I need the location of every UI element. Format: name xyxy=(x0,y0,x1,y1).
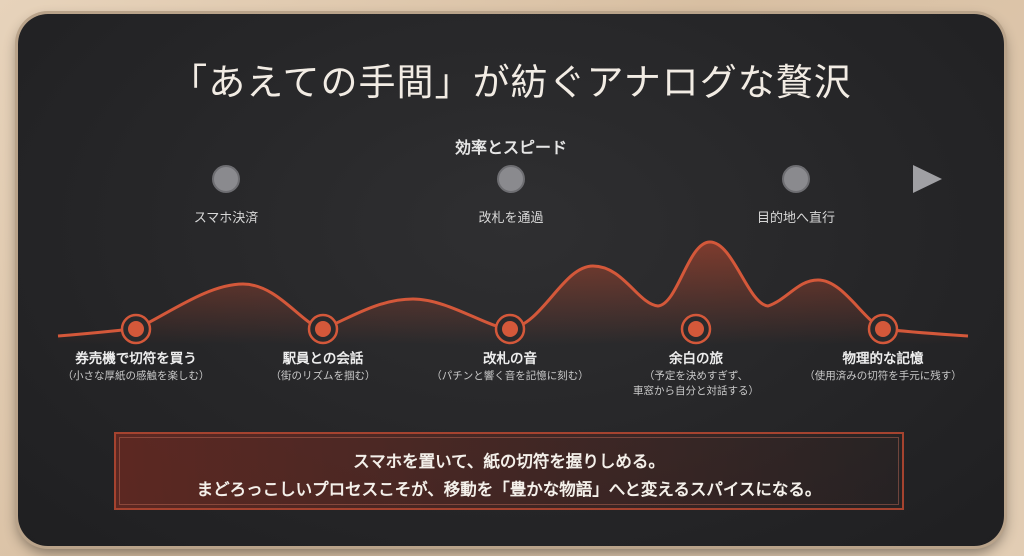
message-line-2: まどろっこしいプロセスこそが、移動を「豊かな物語」へと変えるスパイスになる。 xyxy=(196,480,822,499)
axis-stop-node-2 xyxy=(497,165,525,193)
experience-label-1: 券売機で切符を買う xyxy=(75,351,197,367)
experience-wave-line xyxy=(57,240,969,338)
axis-stop-label-3: 目的地へ直行 xyxy=(756,211,836,226)
experience-sub-3: （パチンと響く音を記憶に刻む） xyxy=(431,370,589,382)
speed-axis-caption: 効率とスピード xyxy=(454,138,568,157)
diagram-graphics xyxy=(57,165,969,345)
experience-label-3: 改札の音 xyxy=(483,351,537,367)
message-box: スマホを置いて、紙の切符を握りしめる。 まどろっこしいプロセスこそが、移動を「豊… xyxy=(114,432,904,510)
axis-stop-label-2: 改札を通過 xyxy=(478,211,544,226)
experience-label-2: 駅員との会話 xyxy=(282,351,364,367)
experience-wave-fill xyxy=(58,242,968,344)
experience-sub-4: （予定を決めすぎず、 xyxy=(643,370,749,382)
experience-node-5 xyxy=(867,313,899,345)
axis-stop-label-1: スマホ決済 xyxy=(193,211,259,226)
axis-stop-node-3 xyxy=(782,165,810,193)
experience-label-5: 物理的な記憶 xyxy=(842,351,924,367)
message-line-1: スマホを置いて、紙の切符を握りしめる。 xyxy=(353,452,665,471)
experience-sub-4-line2: 車窓から自分と対話する） xyxy=(633,385,759,397)
page-title: 「あえての手間」が紡ぐアナログな贅沢 xyxy=(170,61,852,104)
diagram-board: 「あえての手間」が紡ぐアナログな贅沢 効率とスピード スマホ決済 改札を通過 目… xyxy=(18,14,1004,546)
experience-label-4: 余白の旅 xyxy=(669,351,723,367)
experience-node-2 xyxy=(307,313,339,345)
experience-node-4 xyxy=(680,313,712,345)
speed-axis-arrowhead xyxy=(913,165,942,193)
experience-sub-5: （使用済みの切符を手元に残す） xyxy=(804,370,962,382)
experience-sub-2: （街のリズムを掴む） xyxy=(270,370,376,382)
experience-node-3 xyxy=(494,313,526,345)
axis-stop-node-1 xyxy=(212,165,240,193)
experience-node-1 xyxy=(120,313,152,345)
experience-sub-1: （小さな厚紙の感触を楽しむ） xyxy=(62,370,210,382)
